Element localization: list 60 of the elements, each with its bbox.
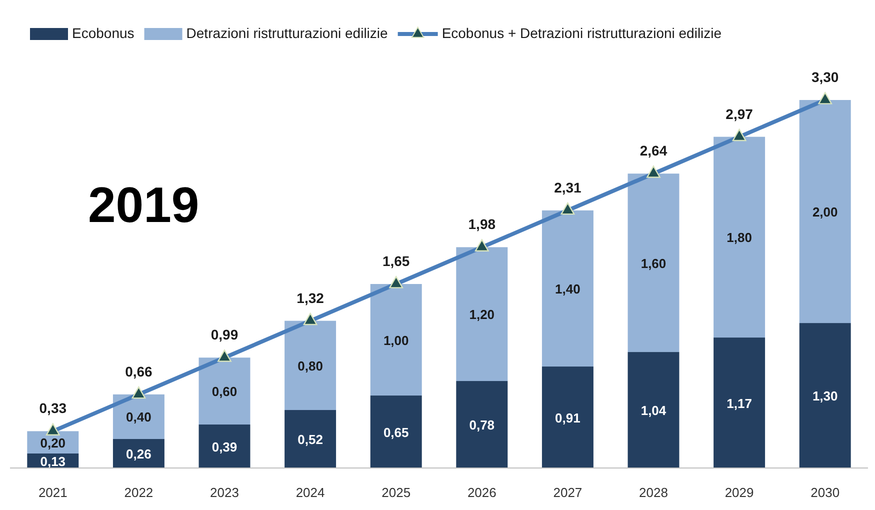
data-label: 0,20 [40,435,66,450]
x-tick-label: 2028 [639,485,668,500]
annotation: 2019 [88,177,200,233]
data-label: 0,80 [298,358,323,374]
data-label: 1,60 [640,256,666,271]
bar [198,358,250,425]
bar [628,174,680,352]
data-label: 1,40 [555,281,580,296]
x-tick-label: 2021 [38,485,68,500]
bar [198,424,250,468]
data-label: 2,00 [812,204,838,220]
data-label: 2,31 [554,179,582,196]
bar [456,381,508,468]
legend-label: Detrazioni ristrutturazioni edilizie [186,25,388,41]
bar [456,247,508,382]
x-tick-label: 2025 [382,485,411,500]
data-label: 1,80 [726,230,752,246]
data-label: 1,30 [812,388,838,404]
x-tick-label: 2029 [724,485,754,500]
bar [799,323,851,468]
data-label: 0,78 [469,418,495,433]
data-label: 0,91 [555,410,580,426]
data-label: 2,97 [726,106,754,122]
x-tick-label: 2030 [810,485,840,500]
data-label: 1,20 [469,307,495,322]
bar [542,366,594,468]
data-label: 3,30 [811,69,839,85]
x-tick-label: 2023 [210,485,239,500]
data-label: 2,64 [640,142,668,159]
bar [370,396,422,468]
x-tick-label: 2026 [467,485,496,500]
bar [714,136,766,338]
data-label: 1,17 [726,396,752,411]
bar [628,352,680,468]
data-label: 1,32 [296,290,324,306]
data-label: 0,65 [383,424,409,440]
x-tick-label: 2024 [296,485,325,500]
bar [799,100,851,324]
data-label: 0,40 [126,410,152,425]
data-label: 0,66 [125,363,153,380]
data-label: 0,39 [212,439,238,454]
bar [714,338,766,468]
data-label: 0,52 [298,432,323,448]
bar [284,320,336,410]
legend-label: Ecobonus [72,25,134,41]
data-label: 1,65 [382,253,410,269]
data-label: 0,13 [40,454,66,469]
legend-label: Ecobonus + Detrazioni ristrutturazioni edilizie [442,25,722,41]
x-tick-label: 2022 [124,485,154,500]
data-label: 1,04 [640,403,667,418]
data-label: 0,99 [210,326,238,343]
x-tick-label: 2027 [553,485,582,500]
bar [542,210,594,367]
data-label: 0,33 [39,400,67,416]
data-label: 1,98 [468,216,496,232]
bar [284,410,336,468]
data-label: 0,60 [212,384,238,400]
data-label: 0,26 [126,446,152,462]
data-label: 1,00 [383,332,409,348]
bar [370,284,422,396]
